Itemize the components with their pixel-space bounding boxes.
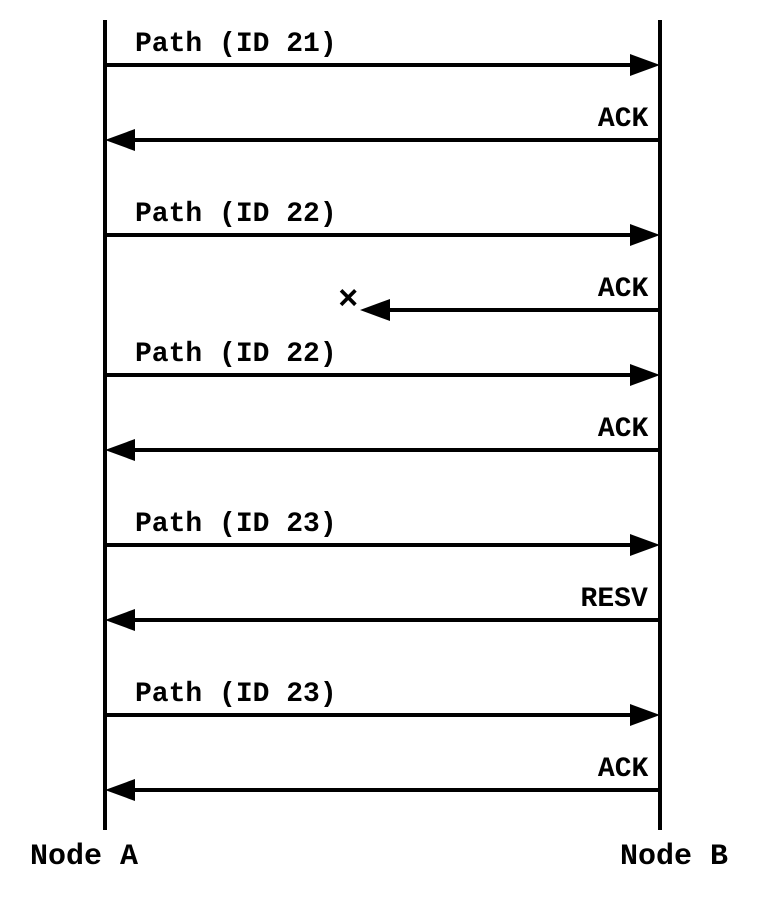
message-label-2: Path (ID 22)	[135, 199, 337, 230]
message-label-5: ACK	[598, 414, 648, 445]
node-a-label: Node A	[30, 840, 138, 874]
sequence-svg	[20, 20, 751, 879]
message-label-7: RESV	[581, 584, 648, 615]
message-label-1: ACK	[598, 104, 648, 135]
failure-marker: ×	[338, 282, 358, 320]
message-label-8: Path (ID 23)	[135, 679, 337, 710]
message-label-4: Path (ID 22)	[135, 339, 337, 370]
message-label-0: Path (ID 21)	[135, 29, 337, 60]
message-label-9: ACK	[598, 754, 648, 785]
node-b-label: Node B	[620, 840, 728, 874]
message-label-6: Path (ID 23)	[135, 509, 337, 540]
sequence-diagram: Path (ID 21) ACK Path (ID 22) ACK Path (ID 2…	[20, 20, 751, 879]
message-label-3: ACK	[598, 274, 648, 305]
